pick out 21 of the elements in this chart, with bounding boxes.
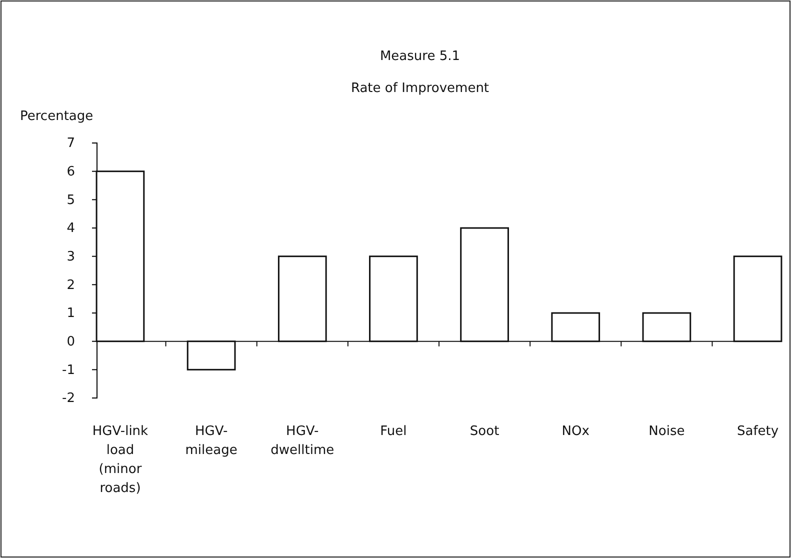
- x-tick-label: Safety: [736, 424, 779, 440]
- x-tick-label: NOx: [562, 424, 590, 440]
- y-tick-label: 5: [66, 192, 75, 208]
- x-tick-label: HGV-mileage: [185, 424, 238, 458]
- y-tick-label: 7: [66, 136, 75, 152]
- x-tick-label: HGV-link load (minor roads): [92, 424, 149, 496]
- y-tick-label: 4: [66, 221, 75, 236]
- y-tick-label: 2: [66, 278, 75, 293]
- y-tick-label: -2: [62, 391, 75, 406]
- x-tick-label: HGV-dwelltime: [270, 424, 334, 458]
- y-tick-label: -1: [62, 362, 75, 378]
- y-tick-label: 6: [66, 164, 75, 180]
- y-tick-label: 3: [66, 249, 75, 264]
- chart-title: Measure 5.1: [380, 49, 460, 64]
- x-tick-label: Noise: [648, 424, 685, 440]
- x-tick-label: Fuel: [380, 424, 407, 440]
- y-tick-label: 1: [66, 306, 75, 322]
- y-axis-title: Percentage: [20, 109, 94, 124]
- x-tick-label: Soot: [470, 424, 500, 440]
- chart-subtitle: Rate of Improvement: [350, 81, 490, 96]
- y-tick-label: 0: [66, 334, 75, 350]
